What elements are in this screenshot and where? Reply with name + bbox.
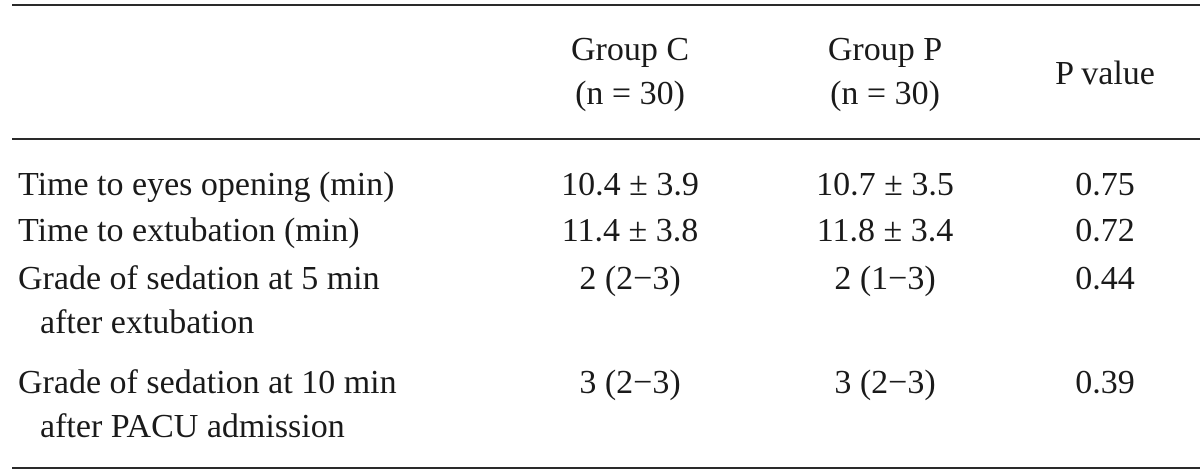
header-group-p-n: (n = 30) <box>830 75 940 112</box>
group-p-value: 3 (2−3) <box>834 364 936 401</box>
table-top-rule <box>12 4 1200 6</box>
header-group-c: Group C (n = 30) <box>520 28 740 116</box>
row-label-continuation: after PACU admission <box>40 408 345 445</box>
group-c-value: 3 (2−3) <box>579 364 681 401</box>
group-c-value: 11.4 ± 3.8 <box>561 212 699 249</box>
group-c-value: 10.4 ± 3.9 <box>561 166 699 203</box>
p-value: 0.75 <box>1075 166 1135 203</box>
p-value: 0.44 <box>1075 260 1135 297</box>
table-header-rule <box>12 138 1200 140</box>
group-c-value: 2 (2−3) <box>579 260 681 297</box>
row-label-line: Grade of sedation at 5 min <box>18 260 380 297</box>
group-p-value: 10.7 ± 3.5 <box>816 166 954 203</box>
row-label: Time to extubation (min) <box>18 209 498 253</box>
row-label: Grade of sedation at 10 min after PACU a… <box>18 361 498 449</box>
header-p-value: P value <box>1055 55 1155 92</box>
p-value: 0.72 <box>1075 212 1135 249</box>
header-group-p-name: Group P <box>827 31 943 68</box>
row-label-line: Time to eyes opening (min) <box>18 166 395 203</box>
group-p-value: 2 (1−3) <box>834 260 936 297</box>
row-label: Time to eyes opening (min) <box>18 163 498 207</box>
row-label-line: Grade of sedation at 10 min <box>18 364 397 401</box>
group-p-value: 11.8 ± 3.4 <box>816 212 954 249</box>
table-bottom-rule <box>12 467 1200 469</box>
row-label-line: Time to extubation (min) <box>18 212 360 249</box>
header-group-p: Group P (n = 30) <box>770 28 1000 116</box>
header-group-c-n: (n = 30) <box>575 75 685 112</box>
row-label: Grade of sedation at 5 min after extubat… <box>18 257 498 345</box>
p-value: 0.39 <box>1075 364 1135 401</box>
row-label-continuation: after extubation <box>40 304 255 341</box>
header-group-c-name: Group C <box>570 31 690 68</box>
